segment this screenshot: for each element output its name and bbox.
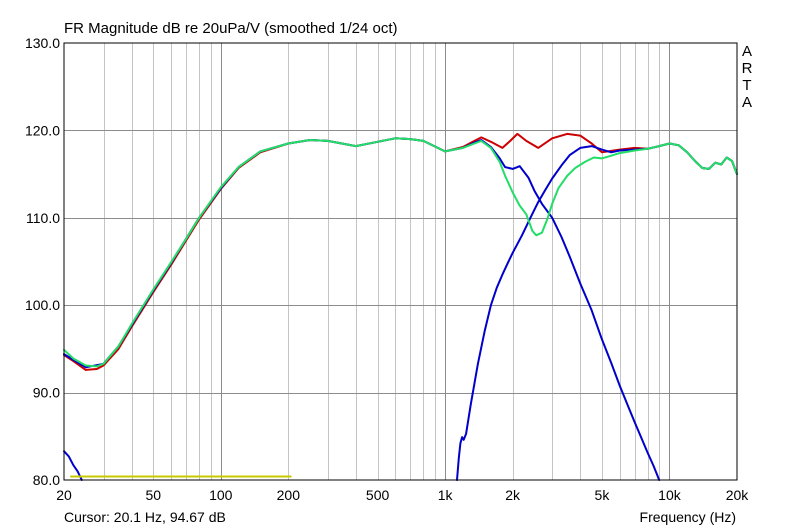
x-tick-label: 20 bbox=[56, 487, 72, 503]
y-tick-label: 100.0 bbox=[25, 297, 60, 313]
arta-brand-label: A R T A bbox=[740, 43, 754, 111]
brand-letter: R bbox=[741, 60, 753, 77]
series-line-1 bbox=[63, 132, 738, 371]
brand-letter: A bbox=[741, 43, 752, 60]
brand-letter: T bbox=[742, 77, 752, 94]
x-tick-label: 5k bbox=[595, 487, 611, 503]
y-tick-label: 90.0 bbox=[33, 385, 60, 401]
series-lines bbox=[63, 132, 738, 481]
x-tick-label: 2k bbox=[505, 487, 521, 503]
chart-title: FR Magnitude dB re 20uPa/V (smoothed 1/2… bbox=[64, 20, 398, 37]
y-tick-label: 130.0 bbox=[25, 35, 60, 51]
brand-letter: A bbox=[741, 94, 752, 111]
cursor-readout: Cursor: 20.1 Hz, 94.67 dB bbox=[64, 509, 226, 525]
y-tick-label: 120.0 bbox=[25, 122, 60, 138]
plot-grid bbox=[64, 43, 737, 480]
x-tick-label: 20k bbox=[726, 487, 750, 503]
x-axis-label: Frequency (Hz) bbox=[639, 509, 736, 525]
x-tick-label: 500 bbox=[366, 487, 390, 503]
y-tick-label: 80.0 bbox=[33, 472, 60, 488]
x-tick-label: 50 bbox=[145, 487, 161, 503]
x-tick-label: 200 bbox=[277, 487, 301, 503]
series-line-5 bbox=[63, 450, 83, 481]
y-tick-label: 110.0 bbox=[26, 210, 60, 226]
series-line-3 bbox=[456, 142, 738, 481]
x-tick-labels: 20 50 100 200 500 1k 2k 5k 10k 20k bbox=[56, 487, 749, 503]
plot-frame bbox=[63, 42, 738, 481]
x-tick-label: 10k bbox=[658, 487, 682, 503]
x-tick-label: 1k bbox=[438, 487, 454, 503]
x-tick-label: 100 bbox=[209, 487, 233, 503]
y-tick-labels: 80.0 90.0 100.0 110.0 120.0 130.0 bbox=[25, 35, 60, 488]
series-line-4 bbox=[63, 137, 738, 368]
